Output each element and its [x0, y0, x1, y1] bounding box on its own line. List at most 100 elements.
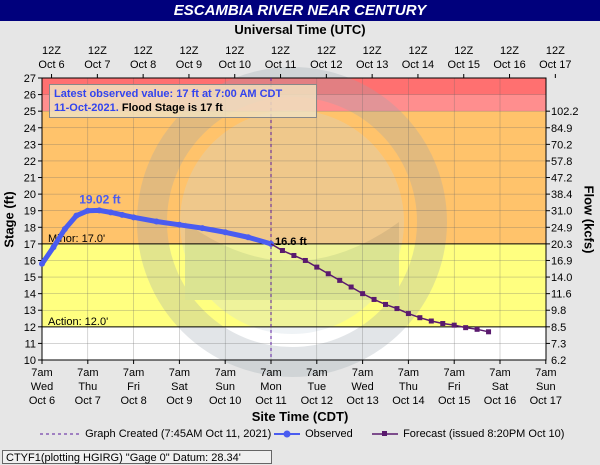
forecast-point — [440, 321, 446, 327]
y-tick-label: 17 — [24, 239, 36, 251]
local-time-label: 7am — [77, 367, 98, 379]
observed-point — [96, 207, 103, 214]
y-tick-label: 24 — [24, 123, 36, 135]
y-tick-label: 21 — [24, 173, 36, 185]
y-tick-label: 15 — [24, 272, 36, 284]
legend-forecast: Forecast (issued 8:20PM Oct 10) — [370, 428, 564, 440]
utc-date-label: Oct 17 — [539, 59, 571, 71]
local-date-label: Oct 12 — [301, 395, 333, 407]
flow-tick-label: 38.4 — [551, 189, 572, 201]
left-axis-title: Stage (ft) — [1, 191, 17, 248]
noaa-seal-center — [180, 110, 404, 334]
bottom-axis-title: Site Time (CDT) — [251, 409, 349, 424]
flow-tick-label: 31.0 — [551, 206, 572, 218]
forecast-point — [348, 284, 354, 290]
forecast-point — [405, 311, 411, 317]
local-date-label: Oct 16 — [484, 395, 516, 407]
utc-tick-label: 12Z — [546, 45, 565, 57]
local-day-label: Sat — [171, 381, 188, 393]
dashed-line-icon — [40, 433, 80, 435]
local-date-label: Oct 15 — [438, 395, 470, 407]
local-time-label: 7am — [260, 367, 281, 379]
forecast-point — [337, 277, 343, 283]
legend-observed-label: Observed — [305, 428, 353, 440]
utc-tick-label: 12Z — [271, 45, 290, 57]
forecast-point — [279, 248, 285, 254]
local-day-label: Mon — [260, 381, 281, 393]
noaa-watermark — [137, 67, 447, 377]
forecast-point — [417, 315, 423, 321]
local-day-label: Wed — [31, 381, 53, 393]
flow-tick-label: 14.0 — [551, 272, 572, 284]
y-tick-label: 25 — [24, 106, 36, 118]
observed-point — [50, 244, 57, 251]
utc-tick-label: 12Z — [225, 45, 244, 57]
utc-tick-label: 12Z — [317, 45, 336, 57]
local-date-label: Oct 10 — [209, 395, 241, 407]
utc-tick-label: 12Z — [363, 45, 382, 57]
local-time-label: 7am — [169, 367, 190, 379]
latest-observation-line1: Latest observed value: 17 ft at 7:00 AM … — [54, 88, 283, 100]
flow-tick-label: 20.3 — [551, 239, 572, 251]
local-day-label: Fri — [127, 381, 140, 393]
flow-tick-label: 6.2 — [551, 355, 566, 367]
local-day-label: Fri — [448, 381, 461, 393]
utc-date-label: Oct 7 — [84, 59, 110, 71]
y-tick-label: 18 — [24, 222, 36, 234]
y-tick-label: 12 — [24, 322, 36, 334]
forecast-point — [371, 296, 377, 302]
observed-point — [61, 225, 68, 232]
observed-point — [130, 214, 137, 221]
observed-point — [73, 212, 80, 219]
noaa-seal-wave — [185, 222, 399, 300]
local-date-label: Oct 6 — [29, 395, 55, 407]
y-tick-label: 16 — [24, 255, 36, 267]
local-time-label: 7am — [31, 367, 52, 379]
y-tick-label: 14 — [24, 289, 36, 301]
flow-tick-label: 47.2 — [551, 173, 572, 185]
utc-date-label: Oct 10 — [219, 59, 251, 71]
local-time-label: 7am — [306, 367, 327, 379]
utc-date-label: Oct 15 — [448, 59, 480, 71]
legend-forecast-label: Forecast (issued 8:20PM Oct 10) — [403, 428, 565, 440]
plot-border — [41, 77, 547, 361]
flow-tick-label: 24.9 — [551, 222, 572, 234]
y-tick-label: 10 — [24, 355, 36, 367]
gage-datum-footer: CTYF1(plotting HGIRG) "Gage 0" Datum: 28… — [2, 450, 272, 464]
forecast-point — [360, 291, 366, 297]
observed-point — [39, 260, 45, 267]
utc-date-label: Oct 11 — [265, 59, 297, 71]
utc-date-label: Oct 13 — [356, 59, 388, 71]
y-tick-label: 27 — [24, 73, 36, 85]
local-day-label: Sun — [215, 381, 235, 393]
flow-tick-label: 9.8 — [551, 305, 566, 317]
local-date-label: Oct 17 — [530, 395, 562, 407]
utc-tick-label: 12Z — [42, 45, 61, 57]
legend-observed: Observed — [272, 428, 353, 440]
forecast-point — [314, 264, 320, 270]
local-day-label: Thu — [78, 381, 97, 393]
observed-point — [119, 211, 126, 218]
local-time-label: 7am — [489, 367, 510, 379]
utc-date-label: Oct 16 — [493, 59, 525, 71]
utc-date-label: Oct 6 — [38, 59, 64, 71]
utc-tick-label: 12Z — [88, 45, 107, 57]
utc-tick-label: 12Z — [454, 45, 473, 57]
local-day-label: Tue — [308, 381, 327, 393]
right-axis-title: Flow (kcfs) — [581, 185, 597, 254]
local-time-label: 7am — [535, 367, 556, 379]
forecast-point — [383, 301, 388, 307]
local-time-label: 7am — [123, 367, 144, 379]
local-date-label: Oct 13 — [346, 395, 378, 407]
utc-tick-label: 12Z — [179, 45, 198, 57]
utc-date-label: Oct 14 — [402, 59, 434, 71]
y-tick-label: 23 — [24, 139, 36, 151]
flow-tick-label: 11.6 — [551, 289, 572, 301]
local-time-label: 7am — [214, 367, 235, 379]
flow-tick-label: 7.3 — [551, 338, 566, 350]
latest-observation-box: Latest observed value: 17 ft at 7:00 AM … — [49, 84, 317, 118]
y-tick-label: 20 — [24, 189, 36, 201]
observed-point — [84, 207, 91, 214]
threshold-label: Action: 12.0' — [48, 316, 108, 328]
